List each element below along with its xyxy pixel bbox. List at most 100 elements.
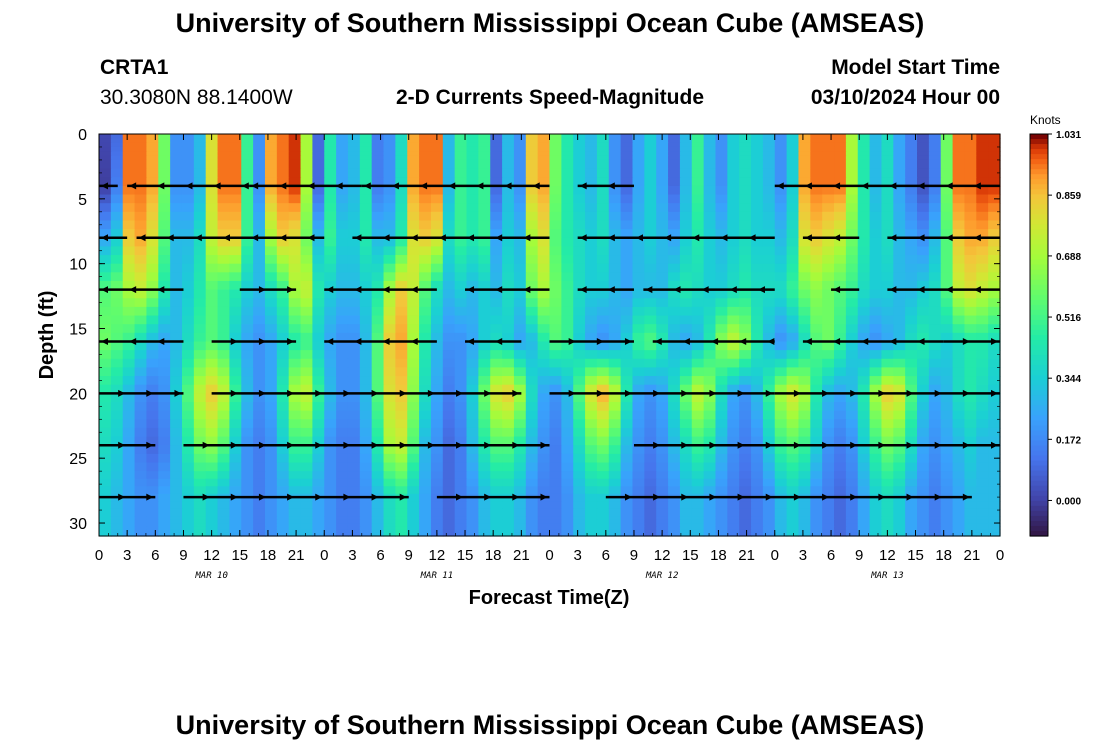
heatmap-cell <box>786 410 800 420</box>
heatmap-cell <box>407 350 420 360</box>
heatmap-cell <box>917 532 930 537</box>
heatmap-cell <box>751 384 764 394</box>
heatmap-cell <box>964 280 977 291</box>
heatmap-cell <box>952 532 966 537</box>
heatmap-cell <box>917 341 930 351</box>
heatmap-cell <box>371 159 385 170</box>
heatmap-cell <box>668 419 681 429</box>
heatmap-cell <box>122 358 136 369</box>
heatmap-cell <box>181 177 195 187</box>
heatmap-cell <box>347 427 361 438</box>
heatmap-cell <box>976 134 989 139</box>
heatmap-cell <box>419 410 432 420</box>
heatmap-cell <box>703 508 717 518</box>
heatmap-cell <box>513 134 527 139</box>
heatmap-cell <box>419 146 432 152</box>
heatmap-cell <box>905 419 918 429</box>
heatmap-cell <box>371 427 385 438</box>
heatmap-cell <box>691 471 705 480</box>
heatmap-cell <box>324 486 337 495</box>
heatmap-cell <box>727 255 740 265</box>
heatmap-cell <box>952 384 966 394</box>
heatmap-cell <box>632 159 645 170</box>
heatmap-cell <box>869 306 883 317</box>
heatmap-cell <box>513 177 527 187</box>
heatmap-cell <box>525 445 539 455</box>
heatmap-cell <box>774 306 788 317</box>
heatmap-cell <box>264 159 278 170</box>
colorbar-segment <box>1030 445 1048 452</box>
heatmap-cell <box>430 462 444 472</box>
x-tick-label: 21 <box>288 547 305 564</box>
heatmap-cell <box>679 220 693 230</box>
heatmap-cell <box>668 298 681 308</box>
heatmap-cell <box>727 516 740 521</box>
heatmap-cell <box>596 324 610 334</box>
heatmap-cell <box>454 272 468 282</box>
current-arrowhead <box>889 182 897 190</box>
heatmap-cell <box>549 203 562 213</box>
heatmap-cell <box>751 501 764 510</box>
heatmap-cell <box>502 272 515 282</box>
heatmap-cell <box>217 393 231 403</box>
heatmap-cell <box>656 358 669 369</box>
heatmap-cell <box>549 436 562 446</box>
heatmap-cell <box>585 486 598 495</box>
heatmap-cell <box>466 289 479 299</box>
heatmap-cell <box>940 194 954 204</box>
heatmap-cell <box>324 211 337 222</box>
heatmap-cell <box>383 410 396 420</box>
current-arrowhead <box>945 234 953 242</box>
heatmap-cell <box>502 529 515 534</box>
heatmap-cell <box>585 263 598 273</box>
heatmap-cell <box>573 529 586 534</box>
heatmap-cell <box>454 168 468 178</box>
heatmap-cell <box>857 185 871 196</box>
heatmap-cell <box>679 508 693 518</box>
heatmap-cell <box>170 155 183 161</box>
heatmap-cell <box>703 134 717 139</box>
heatmap-cell <box>371 220 385 230</box>
heatmap-cell <box>383 516 396 521</box>
heatmap-cell <box>371 255 385 265</box>
heatmap-cell <box>917 462 930 472</box>
heatmap-cell <box>715 194 728 204</box>
current-arrowhead <box>596 337 604 345</box>
heatmap-cell <box>324 177 337 187</box>
heatmap-cell <box>241 185 254 196</box>
heatmap-cell <box>976 341 989 351</box>
heatmap-cell <box>454 436 468 446</box>
colorbar-segment <box>1030 199 1048 205</box>
heatmap-cell <box>727 526 740 531</box>
heatmap-cell <box>988 332 1001 343</box>
heatmap-cell <box>205 410 219 420</box>
heatmap-cell <box>502 280 515 291</box>
heatmap-cell <box>430 358 444 369</box>
heatmap-cell <box>146 263 159 273</box>
heatmap-cell <box>834 298 847 308</box>
current-arrowhead <box>532 182 540 190</box>
heatmap-cell <box>703 529 717 534</box>
heatmap-cell <box>490 358 503 369</box>
heatmap-cell <box>644 272 657 282</box>
heatmap-cell <box>430 315 444 325</box>
heatmap-cell <box>300 246 313 256</box>
heatmap-cell <box>490 203 503 213</box>
heatmap-cell <box>490 393 503 403</box>
heatmap-cell <box>964 436 977 446</box>
heatmap-cell <box>940 486 954 495</box>
heatmap-cell <box>359 376 373 386</box>
heatmap-cell <box>537 159 551 170</box>
heatmap-cell <box>893 526 906 531</box>
heatmap-cell <box>822 501 835 510</box>
heatmap-cell <box>703 410 717 420</box>
heatmap-cell <box>205 255 219 265</box>
current-arrowhead <box>624 493 632 501</box>
current-arrowhead <box>213 182 221 190</box>
heatmap-cell <box>668 526 681 531</box>
heatmap-cell <box>751 289 764 299</box>
heatmap-cell <box>928 203 942 213</box>
heatmap-cell <box>205 358 219 369</box>
heatmap-cell <box>253 203 266 213</box>
heatmap-cell <box>810 501 823 510</box>
